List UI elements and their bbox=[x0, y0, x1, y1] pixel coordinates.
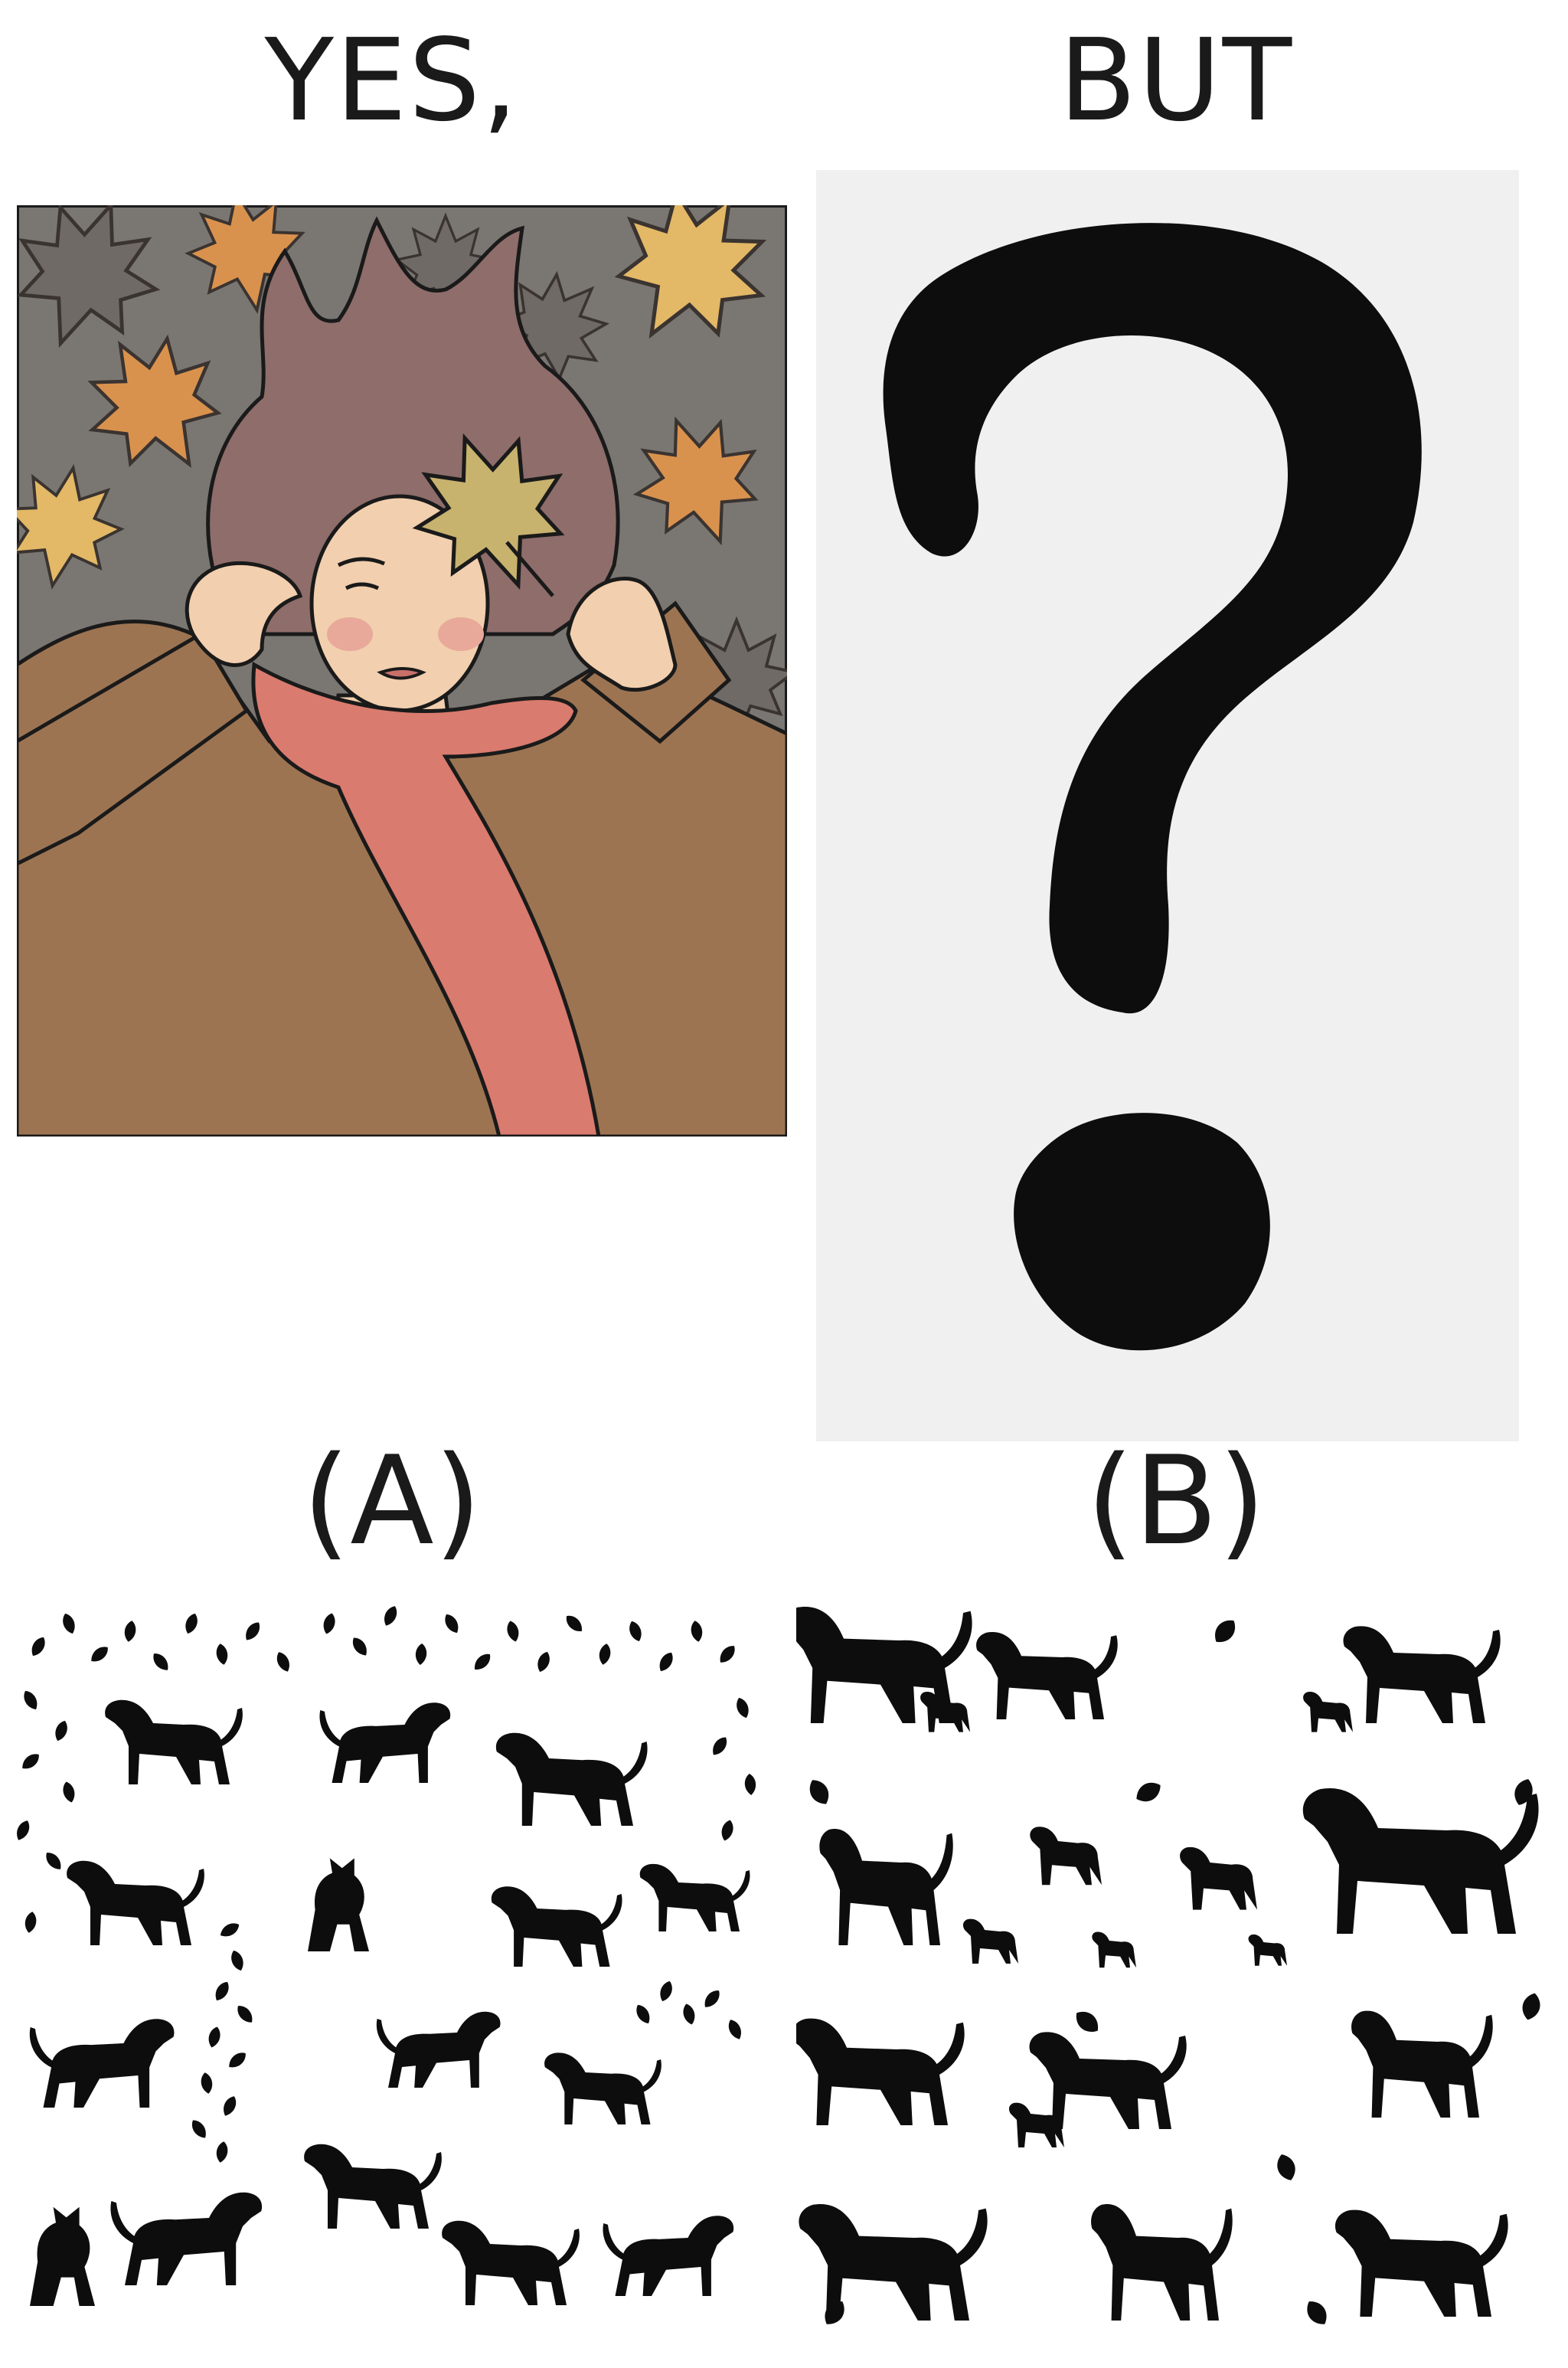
dog-silhouette-icon bbox=[819, 1829, 952, 1945]
dog-silhouettes bbox=[30, 1700, 750, 2306]
dog-silhouette-icon bbox=[377, 2012, 501, 2088]
leaf-icon bbox=[1273, 2151, 1298, 2183]
dog-silhouette-icon bbox=[1091, 2204, 1233, 2321]
dog-silhouette-icon bbox=[1030, 2032, 1187, 2129]
leaf-icon bbox=[1132, 1778, 1165, 1807]
leaf-scatter bbox=[805, 1615, 1543, 2329]
dog-silhouette-icon bbox=[67, 1861, 204, 1945]
leaf-icon bbox=[1210, 1615, 1240, 1647]
dog-silhouette-icon bbox=[1303, 1692, 1353, 1732]
leaf-icon bbox=[1519, 1991, 1543, 2023]
caption-option-b: (B) bbox=[784, 1424, 1568, 1578]
leaf-icon bbox=[1302, 2297, 1331, 2329]
dog-silhouette-icon bbox=[105, 1700, 243, 1784]
dog-silhouette-icon bbox=[640, 1864, 750, 1931]
dog-silhouette-icon bbox=[304, 2144, 442, 2229]
dog-silhouette-icon bbox=[110, 2193, 262, 2285]
cat-silhouette-icon bbox=[30, 2207, 95, 2306]
comic-panel-woman-in-leaves bbox=[17, 205, 787, 1137]
dog-silhouette-icon bbox=[319, 1702, 450, 1783]
cheek-right bbox=[438, 617, 484, 651]
mouth bbox=[381, 669, 423, 679]
woman-in-leaves-illustration bbox=[17, 205, 787, 1137]
leaf-icon bbox=[805, 1776, 834, 1808]
caption-option-a: (A) bbox=[0, 1424, 784, 1578]
question-mark-panel bbox=[816, 170, 1519, 1441]
caption-but: BUT bbox=[784, 15, 1568, 146]
dog-silhouette-icon bbox=[492, 1886, 622, 1967]
caption-yes: YES, bbox=[0, 15, 784, 146]
cat-silhouette-icon bbox=[308, 1858, 369, 1951]
option-a-illustration bbox=[8, 1601, 781, 2359]
dog-silhouette-icon bbox=[1249, 1935, 1287, 1966]
option-a-panel bbox=[8, 1601, 781, 2359]
dog-silhouette-icon bbox=[976, 1632, 1118, 1719]
cheek-left bbox=[327, 617, 373, 651]
dog-silhouette-icon bbox=[544, 2052, 662, 2124]
dog-silhouette-icon bbox=[442, 2221, 580, 2305]
dog-silhouette-icon bbox=[963, 1919, 1018, 1964]
dog-silhouette-icon bbox=[1092, 1931, 1136, 1967]
dog-silhouette-icon bbox=[1335, 2210, 1508, 2317]
dog-silhouette-icon bbox=[1180, 1847, 1257, 1910]
dog-silhouette-icon bbox=[496, 1733, 648, 1826]
option-b-illustration bbox=[796, 1601, 1562, 2359]
question-mark-icon bbox=[816, 170, 1519, 1441]
leaf-cluster bbox=[14, 1604, 757, 1934]
dog-silhouette-icon bbox=[1303, 1788, 1539, 1934]
dog-silhouette-icon bbox=[799, 2204, 987, 2321]
option-b-panel bbox=[796, 1601, 1562, 2359]
dog-silhouette-icon bbox=[1351, 2011, 1493, 2118]
dog-silhouette-icon bbox=[796, 2019, 965, 2125]
dog-silhouette-icon bbox=[1030, 1827, 1102, 1885]
dog-silhouettes bbox=[796, 1607, 1539, 2321]
dog-silhouette-icon bbox=[1344, 1626, 1501, 1723]
leaf-icon bbox=[1071, 2007, 1103, 2037]
dog-silhouette-icon bbox=[603, 2216, 733, 2296]
dog-silhouette-icon bbox=[30, 2019, 175, 2108]
